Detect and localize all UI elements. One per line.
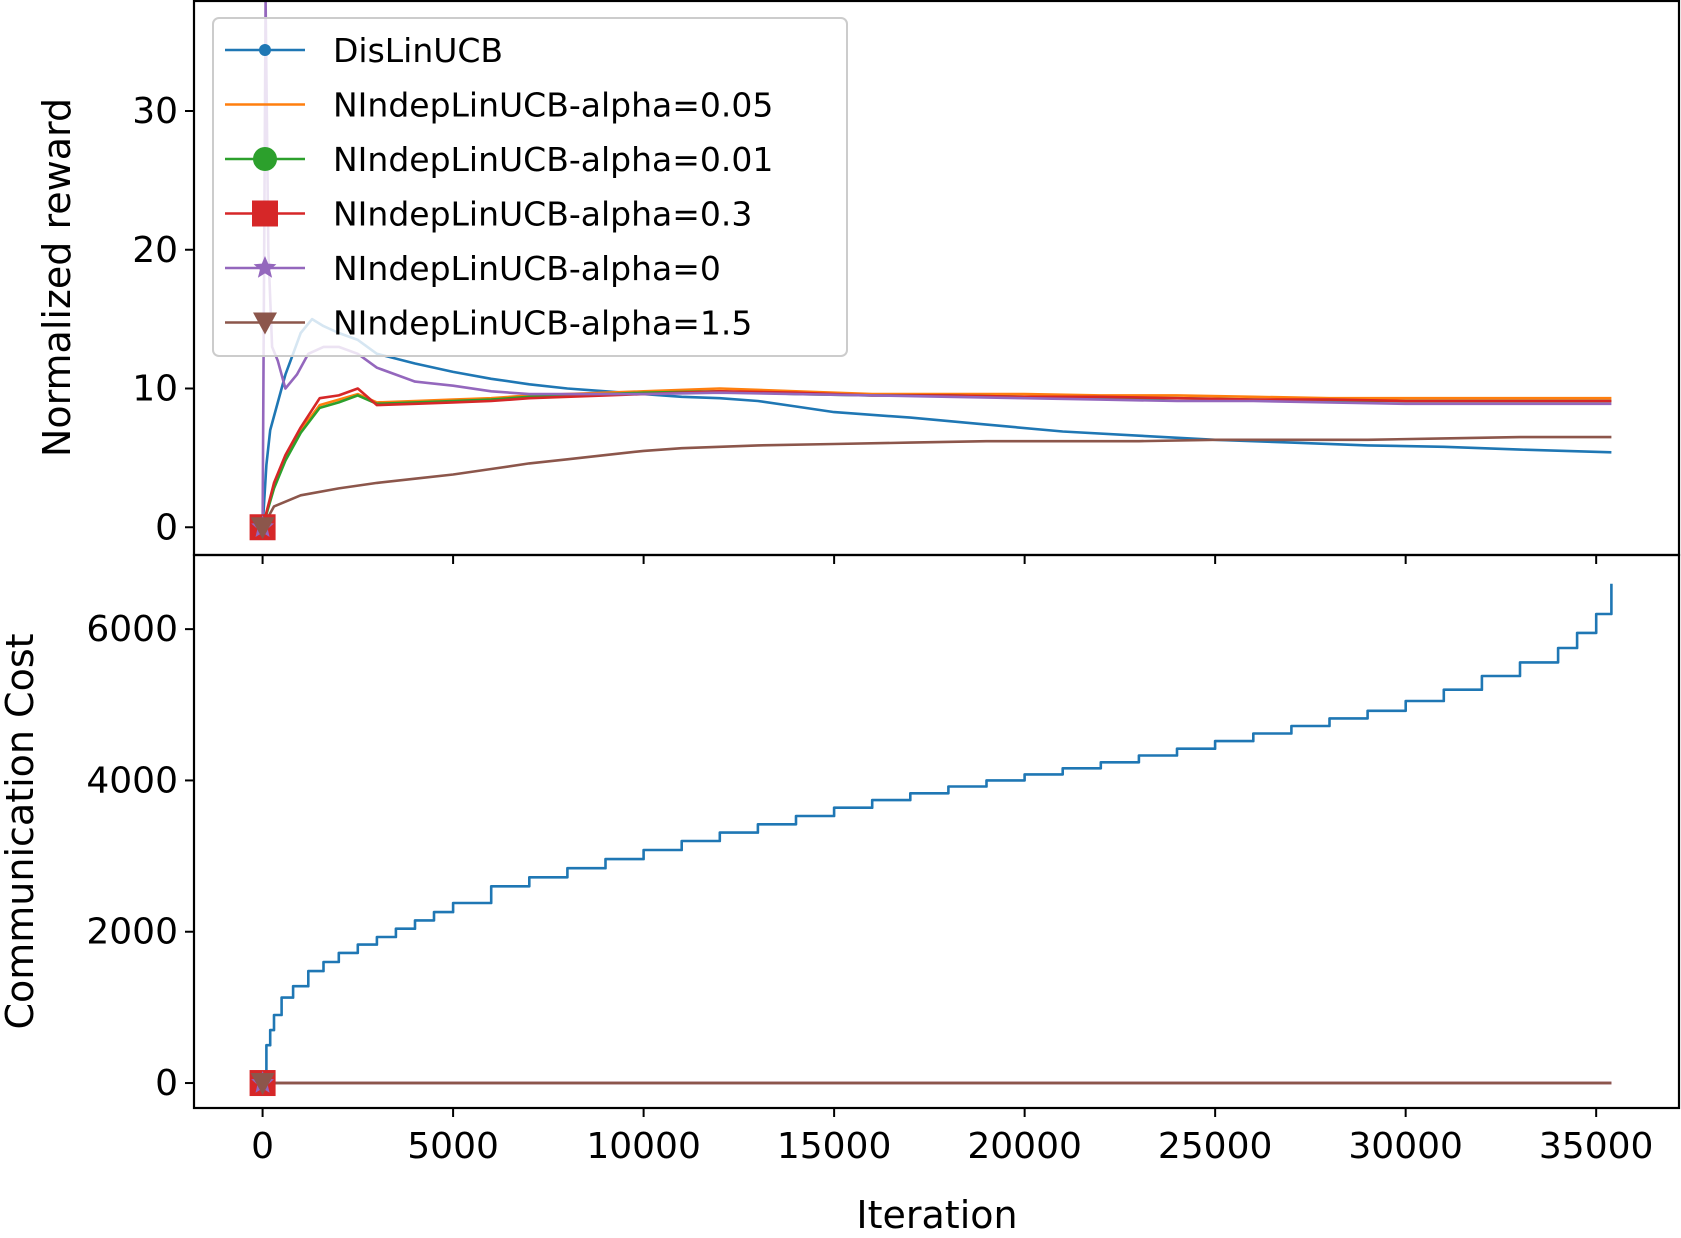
- series-line-cost-0: [262, 583, 1613, 1085]
- legend-label-4: NIndepLinUCB-alpha=0: [333, 249, 721, 288]
- x-tick-label-1-2: 10000: [586, 1126, 701, 1167]
- legend-marker-5: [253, 312, 277, 335]
- legend-label-2: NIndepLinUCB-alpha=0.01: [333, 140, 773, 179]
- x-axis-label: Iteration: [856, 1193, 1017, 1237]
- y-tick-label-0-0: 0: [155, 507, 178, 548]
- y-tick-label-1-1: 2000: [86, 912, 178, 953]
- series-line-reward-3: [261, 387, 1612, 528]
- legend-label-3: NIndepLinUCB-alpha=0.3: [333, 195, 752, 234]
- series-line-reward-4: [261, 0, 1612, 528]
- communication-cost-panel: 0 2000 4000 6000 0 5000 10000 15000 20000 25000 30…: [0, 553, 1681, 1237]
- legend-label-5: NIndepLinUCB-alpha=1.5: [333, 304, 752, 343]
- y-tick-label-0-1: 10: [132, 369, 178, 410]
- x-tick-label-1-5: 25000: [1158, 1126, 1273, 1167]
- x-tick-label-1-4: 20000: [967, 1126, 1082, 1167]
- series-line-reward-5: [261, 435, 1612, 528]
- plot-frame-1: [192, 553, 1681, 1110]
- y-tick-label-1-0: 0: [155, 1063, 178, 1104]
- reward-panel: 0 10 20 30 Normalized reward: [35, 0, 1681, 564]
- y-axis-label-1: Communication Cost: [0, 633, 42, 1029]
- series-line-reward-2: [261, 389, 1612, 528]
- legend-label-0: DisLinUCB: [333, 31, 503, 70]
- x-tick-label-1-6: 30000: [1348, 1126, 1463, 1167]
- legend: DisLinUCB NIndepLinUCB-alpha=0.05 NIndepLi…: [212, 17, 848, 357]
- y-tick-label-1-3: 6000: [86, 609, 178, 650]
- series-marker-reward-5: [250, 517, 275, 540]
- x-tick-label-1-0: 0: [251, 1126, 274, 1167]
- legend-box: [212, 17, 848, 357]
- x-tick-label-1-1: 5000: [407, 1126, 499, 1167]
- x-tick-label-1-7: 35000: [1539, 1126, 1654, 1167]
- y-tick-label-1-2: 4000: [86, 760, 178, 801]
- y-tick-label-0-3: 30: [132, 91, 178, 132]
- series-marker-cost-5: [250, 1073, 275, 1096]
- legend-marker-2: [253, 147, 277, 171]
- y-tick-label-0-2: 20: [132, 230, 178, 271]
- legend-marker-4: [253, 256, 277, 278]
- legend-marker-3: [252, 200, 278, 227]
- legend-label-1: NIndepLinUCB-alpha=0.05: [333, 86, 773, 125]
- x-tick-label-1-3: 15000: [777, 1126, 892, 1167]
- legend-marker-0: [259, 44, 271, 56]
- series-line-reward-1: [261, 387, 1612, 528]
- y-axis-label-0: Normalized reward: [35, 98, 79, 457]
